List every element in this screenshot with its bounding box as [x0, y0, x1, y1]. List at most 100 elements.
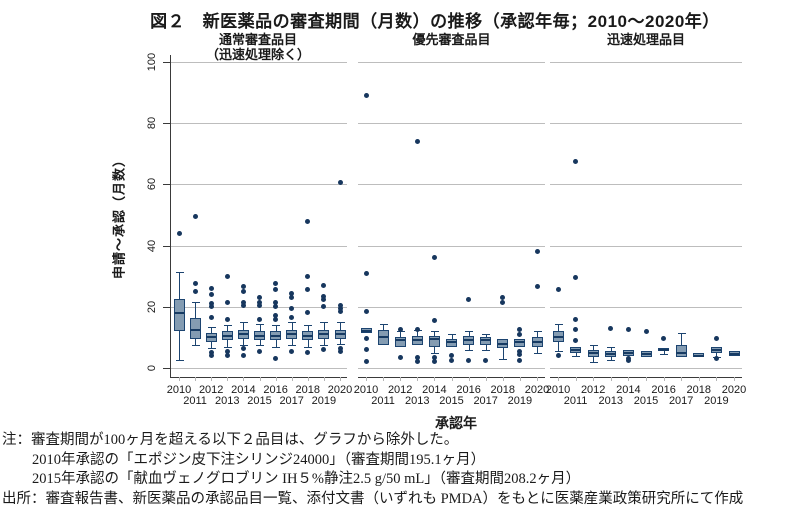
- year-label: 2011: [371, 395, 395, 407]
- whisker: [681, 332, 683, 346]
- outlier-dot: [431, 255, 437, 261]
- panel-header-expedited: 迅速処理品目: [606, 32, 685, 47]
- year-label: 2013: [598, 395, 624, 407]
- outlier-dot: [555, 353, 561, 359]
- median-line: [729, 353, 739, 356]
- whisker: [227, 325, 229, 332]
- outlier-dot: [273, 304, 279, 310]
- outlier-dot: [321, 293, 327, 299]
- median-line: [676, 351, 687, 354]
- whisker-cap: [175, 271, 184, 273]
- gridline: [358, 62, 545, 63]
- x-tick-mark: [468, 377, 470, 381]
- whisker: [307, 340, 309, 347]
- outlier-dot: [483, 357, 489, 363]
- year-label: 2016: [263, 384, 288, 396]
- outlier-dot: [414, 354, 420, 360]
- x-tick-mark: [323, 377, 325, 381]
- y-tick-label: 100: [146, 52, 158, 72]
- x-tick-mark: [628, 377, 630, 381]
- whisker: [243, 338, 245, 346]
- whisker: [537, 346, 538, 353]
- whisker: [259, 323, 261, 332]
- outlier-dot: [517, 357, 523, 363]
- whisker-cap: [482, 349, 491, 351]
- outlier-dot: [208, 304, 214, 310]
- median-line: [623, 351, 634, 354]
- whisker-cap: [430, 331, 439, 333]
- outlier-dot: [240, 345, 246, 351]
- outlier-dot: [208, 292, 214, 298]
- whisker-cap: [304, 346, 313, 348]
- year-label: 2012: [580, 384, 606, 396]
- whisker-cap: [607, 346, 616, 348]
- panel-priority-review: 2010 2011 2012 2013 2014 2015 2016 2017 2018 2019…: [354, 55, 549, 407]
- whisker: [434, 346, 436, 353]
- whisker-cap: [239, 345, 248, 347]
- outlier-dot: [257, 295, 262, 301]
- x-tick-mark: [259, 377, 261, 381]
- source-line: 出所：審査報告書、新医薬品の承認品目一覧、添付文書（いずれも PMDA）をもとに…: [2, 490, 744, 507]
- gridline: [550, 368, 742, 369]
- outlier-dot: [573, 275, 579, 281]
- whisker-cap: [256, 323, 264, 325]
- panel-normal-review: 2010 2011 2012 2013 2014 2015 2016 2017 2018 2019…: [167, 55, 352, 407]
- year-label: 2019: [507, 395, 533, 407]
- whisker: [323, 322, 325, 330]
- median-line: [480, 339, 491, 342]
- whisker: [537, 331, 538, 338]
- whisker-cap: [465, 331, 474, 333]
- whisker: [340, 322, 341, 330]
- outlier-dot: [431, 354, 437, 360]
- gridline: [171, 245, 347, 247]
- box: [675, 345, 687, 358]
- y-tick-mark: [163, 245, 170, 247]
- y-tick-label: 0: [146, 364, 158, 372]
- gridline: [550, 62, 742, 63]
- figure-title: 図２ 新医薬品の審査期間（月数）の推移（承認年毎；2010～2020年）: [150, 12, 720, 31]
- y-tick-label: 60: [146, 178, 158, 191]
- x-tick-mark: [291, 377, 293, 381]
- outlier-dot: [257, 348, 262, 354]
- outlier-dot: [273, 313, 279, 319]
- whisker-cap: [430, 352, 439, 354]
- median-line: [238, 333, 249, 336]
- outlier-dot: [273, 287, 279, 293]
- outlier-dot: [625, 357, 631, 363]
- outlier-dot: [517, 348, 523, 354]
- outlier-dot: [176, 230, 182, 236]
- year-label: 2010: [353, 384, 379, 396]
- outlier-dot: [337, 305, 343, 311]
- median-line: [693, 354, 704, 357]
- outlier-dot: [337, 180, 343, 186]
- y-tick-mark: [163, 62, 170, 63]
- whisker: [468, 331, 470, 336]
- whisker: [259, 340, 261, 346]
- year-label: 2019: [311, 395, 337, 407]
- year-label: 2017: [473, 395, 498, 407]
- x-tick-mark: [340, 377, 341, 381]
- whisker: [468, 345, 470, 350]
- y-tick-label: 40: [146, 239, 158, 252]
- year-label: 2017: [279, 395, 304, 407]
- year-label: 2011: [183, 395, 207, 407]
- x-tick-mark: [366, 377, 367, 381]
- gridline: [171, 123, 347, 125]
- outlier-dot: [289, 295, 295, 301]
- median-line: [429, 337, 440, 340]
- outlier-dot: [337, 348, 343, 354]
- box: [173, 299, 185, 332]
- outlier-dot: [257, 299, 262, 305]
- outlier-dot: [208, 285, 214, 291]
- outlier-dot: [363, 336, 369, 342]
- whisker: [211, 341, 213, 349]
- median-line: [174, 311, 184, 314]
- whisker: [663, 351, 665, 355]
- gridline: [358, 245, 545, 247]
- box: [189, 317, 201, 339]
- outlier-dot: [224, 348, 230, 354]
- x-tick-mark: [451, 377, 453, 381]
- median-line: [497, 342, 508, 345]
- x-tick-mark: [734, 377, 735, 381]
- outlier-dot: [240, 289, 246, 294]
